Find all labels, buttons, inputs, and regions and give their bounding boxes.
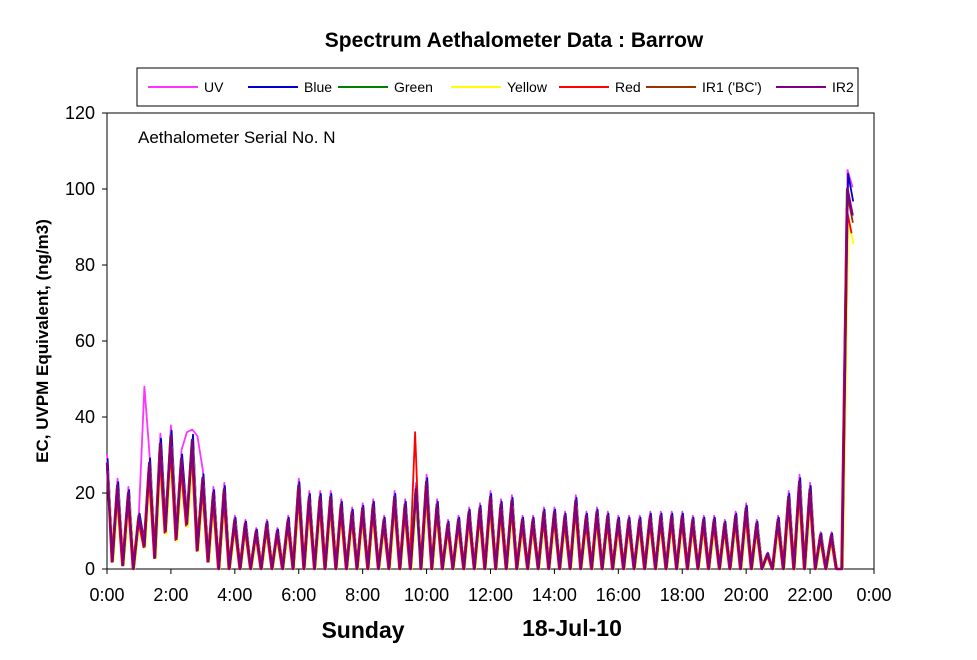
y-axis-label: EC, UVPM Equivalent, (ng/m3) <box>33 219 52 463</box>
y-axis: 0 20 40 60 80 100 120 <box>65 103 107 579</box>
x-tick-label: 6:00 <box>281 585 316 605</box>
x-tick-label: 0:00 <box>89 585 124 605</box>
x-tick-label: 10:00 <box>404 585 449 605</box>
y-tick-label: 40 <box>75 407 95 427</box>
y-tick-label: 80 <box>75 255 95 275</box>
legend-label: Yellow <box>507 79 548 95</box>
x-tick-label: 8:00 <box>345 585 380 605</box>
x-tick-label: 22:00 <box>788 585 833 605</box>
x-tick-label: 14:00 <box>532 585 577 605</box>
x-axis-date-label: 18-Jul-10 <box>522 615 622 641</box>
y-tick-label: 100 <box>65 179 95 199</box>
x-tick-label: 18:00 <box>660 585 705 605</box>
y-tick-label: 120 <box>65 103 95 123</box>
x-tick-label: 4:00 <box>217 585 252 605</box>
x-tick-label: 2:00 <box>153 585 188 605</box>
x-tick-label: 16:00 <box>596 585 641 605</box>
legend-label: IR1 ('BC') <box>702 79 762 95</box>
x-tick-label: 0:00 <box>856 585 891 605</box>
chart-title: Spectrum Aethalometer Data : Barrow <box>325 29 704 52</box>
y-tick-label: 60 <box>75 331 95 351</box>
legend-label: Red <box>615 79 641 95</box>
y-tick-label: 20 <box>75 483 95 503</box>
x-tick-label: 12:00 <box>468 585 513 605</box>
x-axis-day-label: Sunday <box>321 617 404 643</box>
legend-label: Blue <box>304 79 332 95</box>
y-tick-label: 0 <box>85 559 95 579</box>
series-lines <box>105 169 855 571</box>
legend: UV Blue Green Yellow Red IR1 ('BC') IR2 <box>136 67 859 107</box>
x-tick-label: 20:00 <box>724 585 769 605</box>
legend-label: UV <box>204 79 224 95</box>
legend-label: IR2 <box>832 79 854 95</box>
series-line-ir2 <box>105 187 854 571</box>
x-axis: 0:00 2:00 4:00 6:00 8:00 10:00 12:00 14:00 16:00… <box>89 569 892 605</box>
legend-label: Green <box>394 79 433 95</box>
serial-annotation: Aethalometer Serial No. N <box>138 128 335 147</box>
